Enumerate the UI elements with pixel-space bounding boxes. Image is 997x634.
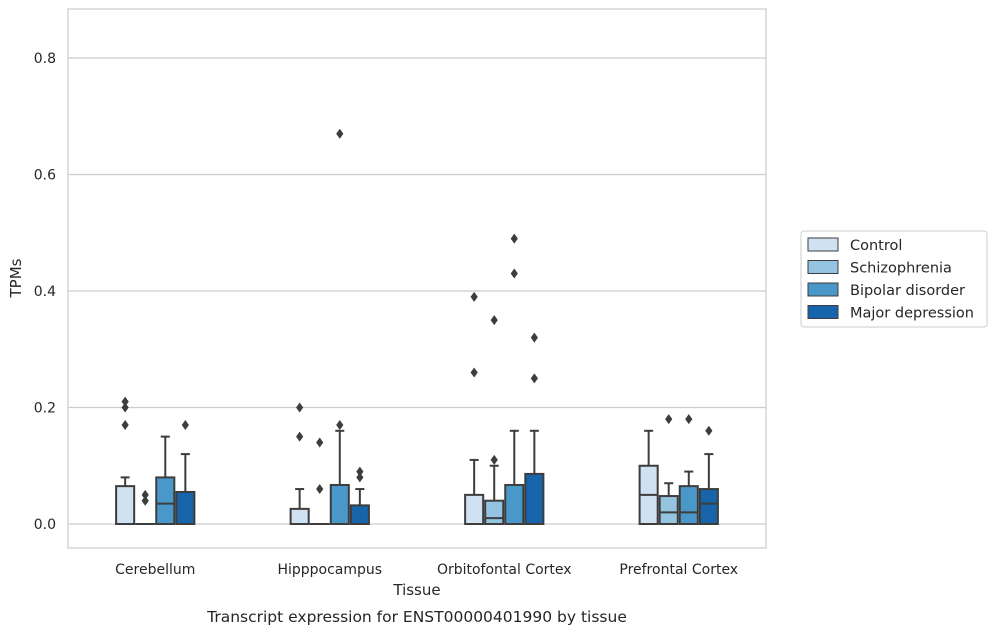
outlier-point <box>530 332 538 343</box>
outlier-point <box>296 402 304 413</box>
y-tick-label: 0.8 <box>34 51 56 67</box>
box-body <box>289 507 310 526</box>
outlier-point <box>316 437 324 448</box>
outlier-point <box>336 128 344 139</box>
y-axis-ticks: 0.0 0.2 0.4 0.6 0.8 <box>34 51 56 533</box>
box-body <box>698 488 719 525</box>
box-bipolar-disorder <box>504 233 525 526</box>
box-body <box>484 499 505 526</box>
legend-swatch <box>807 305 839 319</box>
box-body <box>678 485 699 526</box>
plot-area-frame <box>67 8 767 549</box>
box-body <box>115 485 136 526</box>
y-axis-label: TPMs <box>7 258 25 298</box>
box-body <box>504 483 525 526</box>
legend-item: Control <box>807 237 902 254</box>
outlier-point <box>121 402 129 413</box>
box-major-depression <box>524 332 545 525</box>
outlier-point <box>141 489 149 500</box>
y-tick-label: 0.6 <box>34 168 56 184</box>
box-bipolar-disorder <box>678 414 699 526</box>
x-axis-ticks: Cerebellum Hipppocampus Orbitofontal Corte… <box>115 562 738 578</box>
outlier-point <box>490 454 498 465</box>
outlier-point <box>296 431 304 442</box>
outlier-point <box>181 419 189 430</box>
x-tick-label: Prefrontal Cortex <box>619 562 738 578</box>
outlier-point <box>705 425 713 436</box>
y-tick-label: 0.2 <box>34 401 56 417</box>
legend-label: Schizophrenia <box>850 261 952 277</box>
box-control <box>464 291 485 525</box>
box-body <box>329 483 350 526</box>
box-body <box>464 493 485 525</box>
outlier-point <box>356 472 364 483</box>
outlier-point <box>510 233 518 244</box>
box-control <box>289 402 310 526</box>
legend-item: Bipolar disorder <box>807 282 965 299</box>
box-body <box>658 495 679 526</box>
box-schizophrenia <box>658 414 679 526</box>
box-body <box>155 476 176 525</box>
outlier-point <box>121 419 129 430</box>
outlier-point <box>356 466 364 477</box>
y-tick-label: 0.4 <box>34 284 56 300</box>
outlier-point <box>470 367 478 378</box>
box-control <box>638 429 659 525</box>
figure-caption: Transcript expression for ENST0000040199… <box>206 608 627 626</box>
box-schizophrenia <box>135 489 156 526</box>
legend-item: Schizophrenia <box>807 260 952 277</box>
boxes <box>115 128 719 526</box>
x-tick-label: Orbitofontal Cortex <box>437 562 572 578</box>
outlier-point <box>510 268 518 279</box>
box-schizophrenia <box>309 437 330 526</box>
outlier-point <box>336 419 344 430</box>
box-major-depression <box>698 425 719 525</box>
x-tick-label: Cerebellum <box>115 562 195 578</box>
x-axis-label: Tissue <box>392 581 440 599</box>
box-schizophrenia <box>484 315 505 526</box>
legend-swatch <box>807 237 839 252</box>
legend-label: Major depression <box>850 306 974 322</box>
box-bipolar-disorder <box>329 128 350 526</box>
box-major-depression <box>349 466 370 525</box>
outlier-point <box>530 373 538 384</box>
legend-swatch <box>807 282 839 297</box>
box-body <box>349 504 370 525</box>
gridlines <box>68 57 766 525</box>
outlier-point <box>470 291 478 302</box>
outlier-point <box>316 484 324 495</box>
outlier-point <box>490 315 498 326</box>
outlier-point <box>665 414 673 425</box>
legend-swatch <box>807 260 839 274</box>
box-major-depression <box>175 419 196 525</box>
legend: Control Schizophrenia Bipolar disorder Majo… <box>800 230 988 328</box>
box-body <box>524 472 545 525</box>
legend-item: Major depression <box>807 305 974 322</box>
legend-label: Bipolar disorder <box>850 283 965 299</box>
legend-frame <box>800 230 988 328</box>
y-tick-label: 0.0 <box>34 517 56 533</box>
outlier-point <box>121 396 129 407</box>
outlier-point <box>141 495 149 506</box>
x-tick-label: Hipppocampus <box>277 562 382 578</box>
box-control <box>115 396 136 526</box>
box-body <box>175 490 196 525</box>
outlier-point <box>685 414 693 425</box>
legend-label: Control <box>850 238 902 254</box>
box-bipolar-disorder <box>155 435 176 525</box>
